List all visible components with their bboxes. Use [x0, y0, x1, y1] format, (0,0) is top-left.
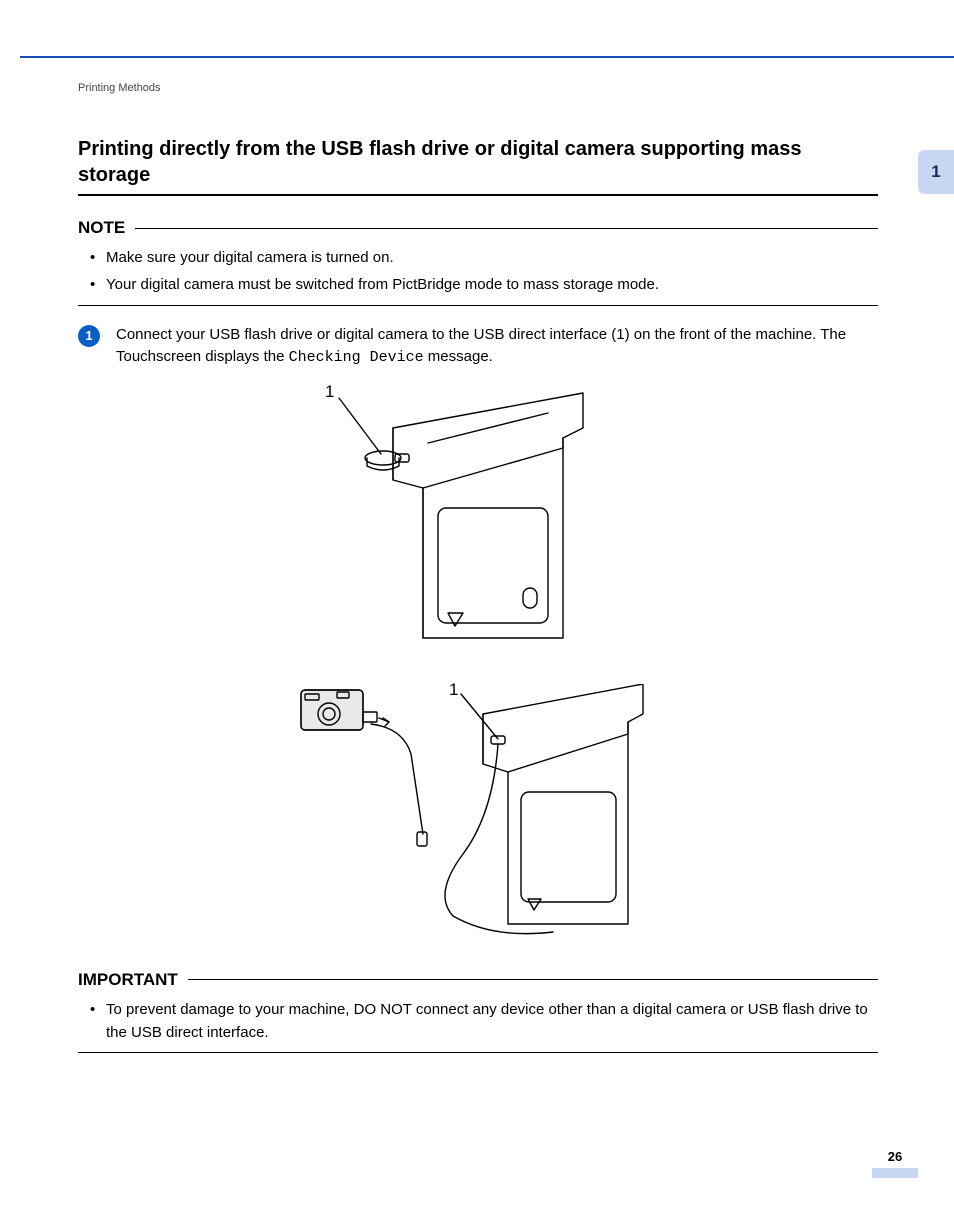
note-bottom-rule	[78, 305, 878, 306]
note-rule	[135, 228, 878, 229]
important-rule	[188, 979, 878, 980]
figure1-callout-label: 1	[325, 382, 334, 402]
important-label: IMPORTANT	[78, 970, 178, 990]
figure2-callout-label: 1	[449, 680, 458, 700]
step-number-badge: 1	[78, 325, 100, 347]
note-item: Make sure your digital camera is turned …	[106, 246, 878, 269]
page-number-bar	[872, 1168, 918, 1178]
page-number: 26	[872, 1149, 918, 1164]
figure-usb-flash: 1	[333, 388, 623, 648]
note-list: Make sure your digital camera is turned …	[78, 246, 878, 297]
page-footer: 26	[872, 1149, 918, 1178]
important-list: To prevent damage to your machine, DO NO…	[78, 998, 878, 1045]
printer-camera-illustration	[293, 684, 663, 944]
important-heading: IMPORTANT	[78, 970, 878, 990]
step-text: Connect your USB flash drive or digital …	[116, 324, 878, 370]
page-title: Printing directly from the USB flash dri…	[78, 136, 878, 188]
content: Printing directly from the USB flash dri…	[78, 136, 878, 1071]
figures: 1	[78, 388, 878, 944]
running-head: Printing Methods	[78, 82, 161, 94]
step-text-part2: message.	[424, 348, 493, 365]
top-rule	[20, 56, 954, 58]
important-item: To prevent damage to your machine, DO NO…	[106, 998, 878, 1045]
printer-usb-illustration	[333, 388, 623, 648]
note-label: NOTE	[78, 218, 125, 238]
note-item: Your digital camera must be switched fro…	[106, 273, 878, 296]
section-tab: 1	[918, 150, 954, 194]
note-heading: NOTE	[78, 218, 878, 238]
title-rule	[78, 194, 878, 196]
step-1: 1 Connect your USB flash drive or digita…	[78, 324, 878, 370]
page: 1 Printing Methods Printing directly fro…	[0, 0, 954, 1232]
step-text-mono: Checking Device	[289, 349, 424, 366]
important-bottom-rule	[78, 1052, 878, 1053]
figure-camera: 1	[293, 684, 663, 944]
